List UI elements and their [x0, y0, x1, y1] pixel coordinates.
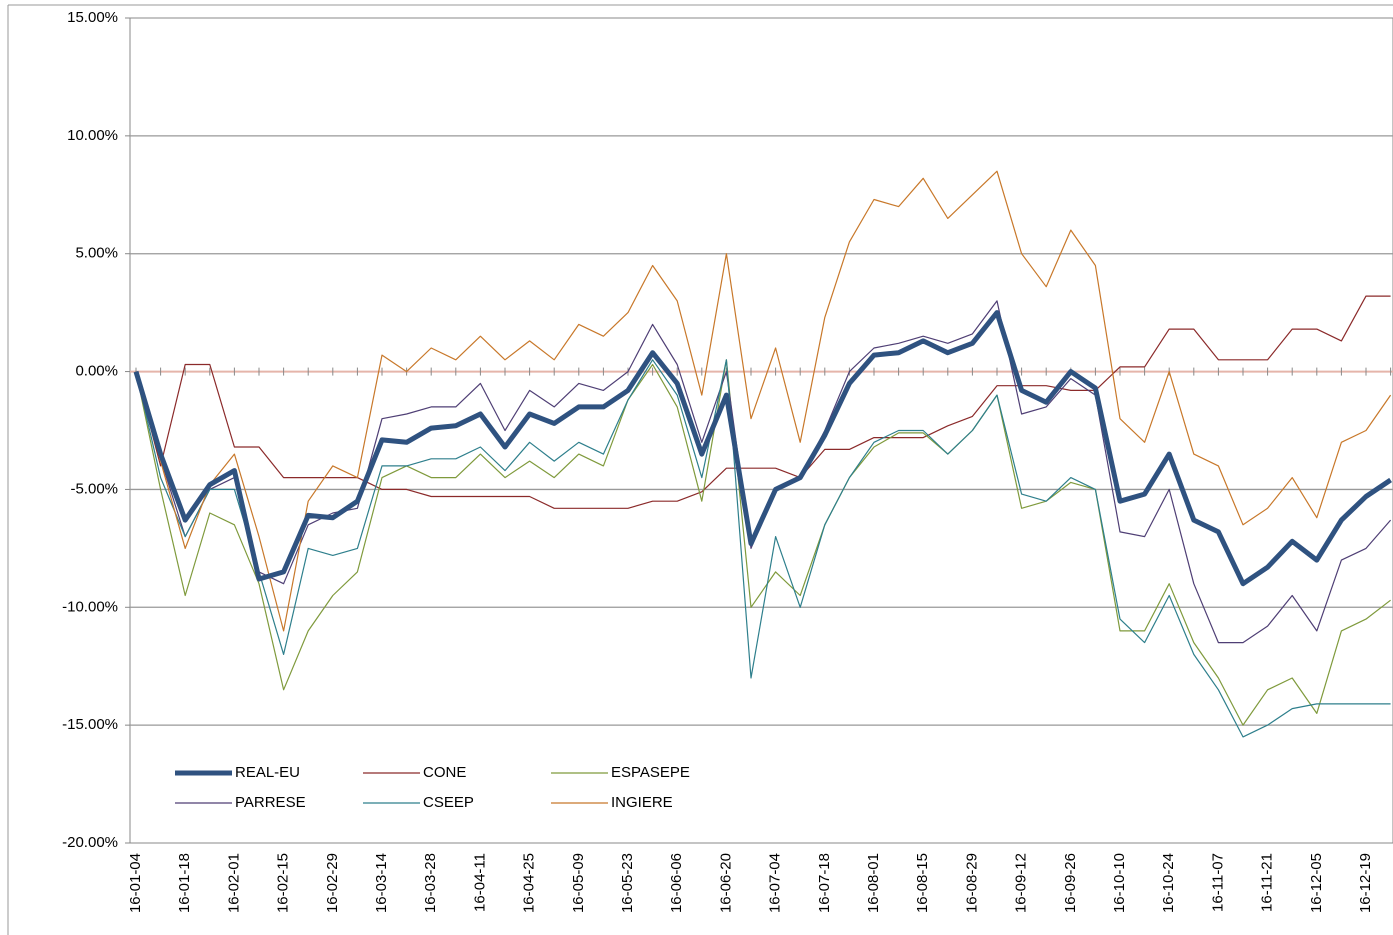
x-tick-label: 16-08-01 [865, 853, 882, 913]
y-tick-label: 15.00% [67, 9, 118, 26]
x-tick-label: 16-12-19 [1357, 853, 1374, 913]
x-tick-label: 16-04-25 [521, 853, 538, 913]
legend-label: CONE [423, 764, 466, 781]
y-tick-label: 10.00% [67, 127, 118, 144]
legend-label: ESPASEPE [611, 764, 690, 781]
x-tick-label: 16-04-11 [471, 853, 488, 912]
x-tick-label: 16-03-28 [422, 853, 439, 913]
y-tick-label: 5.00% [75, 245, 118, 262]
y-tick-label: -5.00% [70, 480, 118, 497]
x-tick-label: 16-10-24 [1160, 853, 1177, 913]
x-tick-label: 16-09-26 [1062, 853, 1079, 913]
series-line [135, 359, 1391, 726]
x-tick-label: 16-06-06 [668, 853, 685, 913]
x-tick-label: 16-07-04 [767, 853, 784, 913]
y-tick-label: -20.00% [62, 834, 118, 851]
x-tick-label: 16-05-23 [619, 853, 636, 913]
x-tick-label: 16-05-09 [570, 853, 587, 913]
x-tick-label: 16-03-14 [373, 853, 390, 913]
x-tick-label: 16-02-01 [225, 853, 242, 913]
x-tick-label: 16-11-21 [1259, 853, 1276, 912]
x-tick-label: 16-01-18 [176, 853, 193, 913]
legend-label: INGIERE [611, 794, 673, 811]
x-tick-label: 16-07-18 [816, 853, 833, 913]
y-tick-label: -15.00% [62, 716, 118, 733]
y-tick-label: -10.00% [62, 598, 118, 615]
series-line [135, 300, 1392, 644]
x-tick-label: 16-02-15 [275, 853, 292, 913]
x-tick-label: 16-06-20 [717, 853, 734, 913]
plot-area [129, 17, 1393, 844]
y-tick-label: 0.00% [75, 363, 118, 380]
series-line [133, 310, 1392, 587]
series-line [135, 359, 1391, 738]
legend-label: REAL-EU [235, 764, 300, 781]
x-tick-label: 16-01-04 [127, 853, 144, 913]
series-line [135, 295, 1391, 509]
legend-label: CSEEP [423, 794, 474, 811]
x-tick-label: 16-10-10 [1111, 853, 1128, 913]
x-tick-label: 16-11-07 [1209, 853, 1226, 912]
x-tick-label: 16-12-05 [1308, 853, 1325, 913]
x-tick-label: 16-08-15 [914, 853, 931, 913]
x-tick-label: 16-02-29 [324, 853, 341, 913]
series-line [135, 170, 1392, 632]
x-tick-label: 16-08-29 [963, 853, 980, 913]
x-tick-label: 16-09-12 [1013, 853, 1030, 913]
legend-label: PARRESE [235, 794, 306, 811]
